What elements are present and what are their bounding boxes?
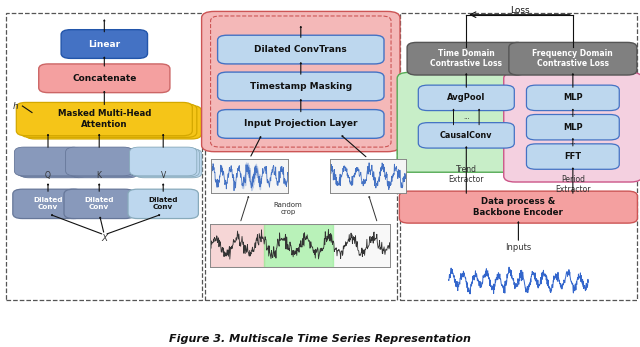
Text: Dilated
Conv: Dilated Conv <box>33 197 63 210</box>
Bar <box>205 13 397 300</box>
Text: AvgPool: AvgPool <box>447 93 486 102</box>
Text: MLP: MLP <box>563 123 582 132</box>
Text: ...: ... <box>570 139 576 145</box>
Text: Timestamp Masking: Timestamp Masking <box>250 82 352 91</box>
FancyBboxPatch shape <box>130 147 197 176</box>
Bar <box>6 13 202 300</box>
Text: b2: b2 <box>329 263 337 268</box>
FancyBboxPatch shape <box>19 149 86 178</box>
FancyBboxPatch shape <box>419 85 515 111</box>
FancyBboxPatch shape <box>407 42 525 75</box>
Text: b1: b1 <box>225 223 233 229</box>
Text: Masked Multi-Head
Attention: Masked Multi-Head Attention <box>58 109 151 129</box>
FancyBboxPatch shape <box>68 148 136 177</box>
FancyBboxPatch shape <box>21 104 197 137</box>
FancyBboxPatch shape <box>135 149 202 178</box>
FancyBboxPatch shape <box>504 73 640 182</box>
Text: Random
crop: Random crop <box>274 202 302 215</box>
FancyBboxPatch shape <box>65 147 133 176</box>
FancyBboxPatch shape <box>26 106 202 139</box>
FancyBboxPatch shape <box>527 85 620 111</box>
FancyBboxPatch shape <box>399 191 637 223</box>
FancyBboxPatch shape <box>17 148 84 177</box>
FancyBboxPatch shape <box>13 189 83 219</box>
Text: Linear: Linear <box>88 40 120 49</box>
Text: FFT: FFT <box>564 152 581 161</box>
FancyBboxPatch shape <box>17 102 193 136</box>
FancyBboxPatch shape <box>397 73 536 172</box>
Text: MLP: MLP <box>563 93 582 102</box>
FancyBboxPatch shape <box>527 115 620 140</box>
Text: Inputs: Inputs <box>505 243 532 252</box>
Text: Dilated ConvTrans: Dilated ConvTrans <box>255 45 347 54</box>
Text: h: h <box>13 102 19 110</box>
Text: Q: Q <box>45 171 51 180</box>
Text: Trend
Extractor: Trend Extractor <box>449 165 484 184</box>
Text: Input Projection Layer: Input Projection Layer <box>244 119 358 128</box>
FancyBboxPatch shape <box>14 147 82 176</box>
Text: Data process &
Backbone Encoder: Data process & Backbone Encoder <box>474 197 563 217</box>
Text: X: X <box>101 234 108 243</box>
Text: V: V <box>161 171 166 180</box>
FancyBboxPatch shape <box>132 148 200 177</box>
FancyBboxPatch shape <box>128 189 198 219</box>
FancyBboxPatch shape <box>39 64 170 93</box>
FancyBboxPatch shape <box>61 30 148 58</box>
Text: Concatenate: Concatenate <box>72 74 136 83</box>
FancyBboxPatch shape <box>70 149 138 178</box>
Text: b1: b1 <box>225 263 233 268</box>
Bar <box>400 13 637 300</box>
FancyBboxPatch shape <box>202 11 400 152</box>
Text: Time Domain
Contrastive Loss: Time Domain Contrastive Loss <box>430 49 502 68</box>
Text: Period
Extractor: Period Extractor <box>555 175 591 194</box>
Text: Dilated
Conv: Dilated Conv <box>148 197 178 210</box>
Text: ...: ... <box>463 113 470 120</box>
Text: b2: b2 <box>329 223 337 229</box>
FancyBboxPatch shape <box>218 72 384 101</box>
Text: CausalConv: CausalConv <box>440 131 493 140</box>
Text: Dilated
Conv: Dilated Conv <box>84 197 114 210</box>
Text: K: K <box>97 171 102 180</box>
Text: Frequency Domain
Contrastive Loss: Frequency Domain Contrastive Loss <box>532 49 613 68</box>
FancyBboxPatch shape <box>419 122 515 148</box>
FancyBboxPatch shape <box>527 144 620 169</box>
Text: ...: ... <box>570 110 576 116</box>
FancyBboxPatch shape <box>509 42 637 75</box>
FancyBboxPatch shape <box>218 110 384 138</box>
Text: Figure 3. Multiscale Time Series Representation: Figure 3. Multiscale Time Series Represe… <box>169 333 471 344</box>
FancyBboxPatch shape <box>218 35 384 64</box>
FancyBboxPatch shape <box>64 189 134 219</box>
Text: Loss: Loss <box>510 6 529 15</box>
